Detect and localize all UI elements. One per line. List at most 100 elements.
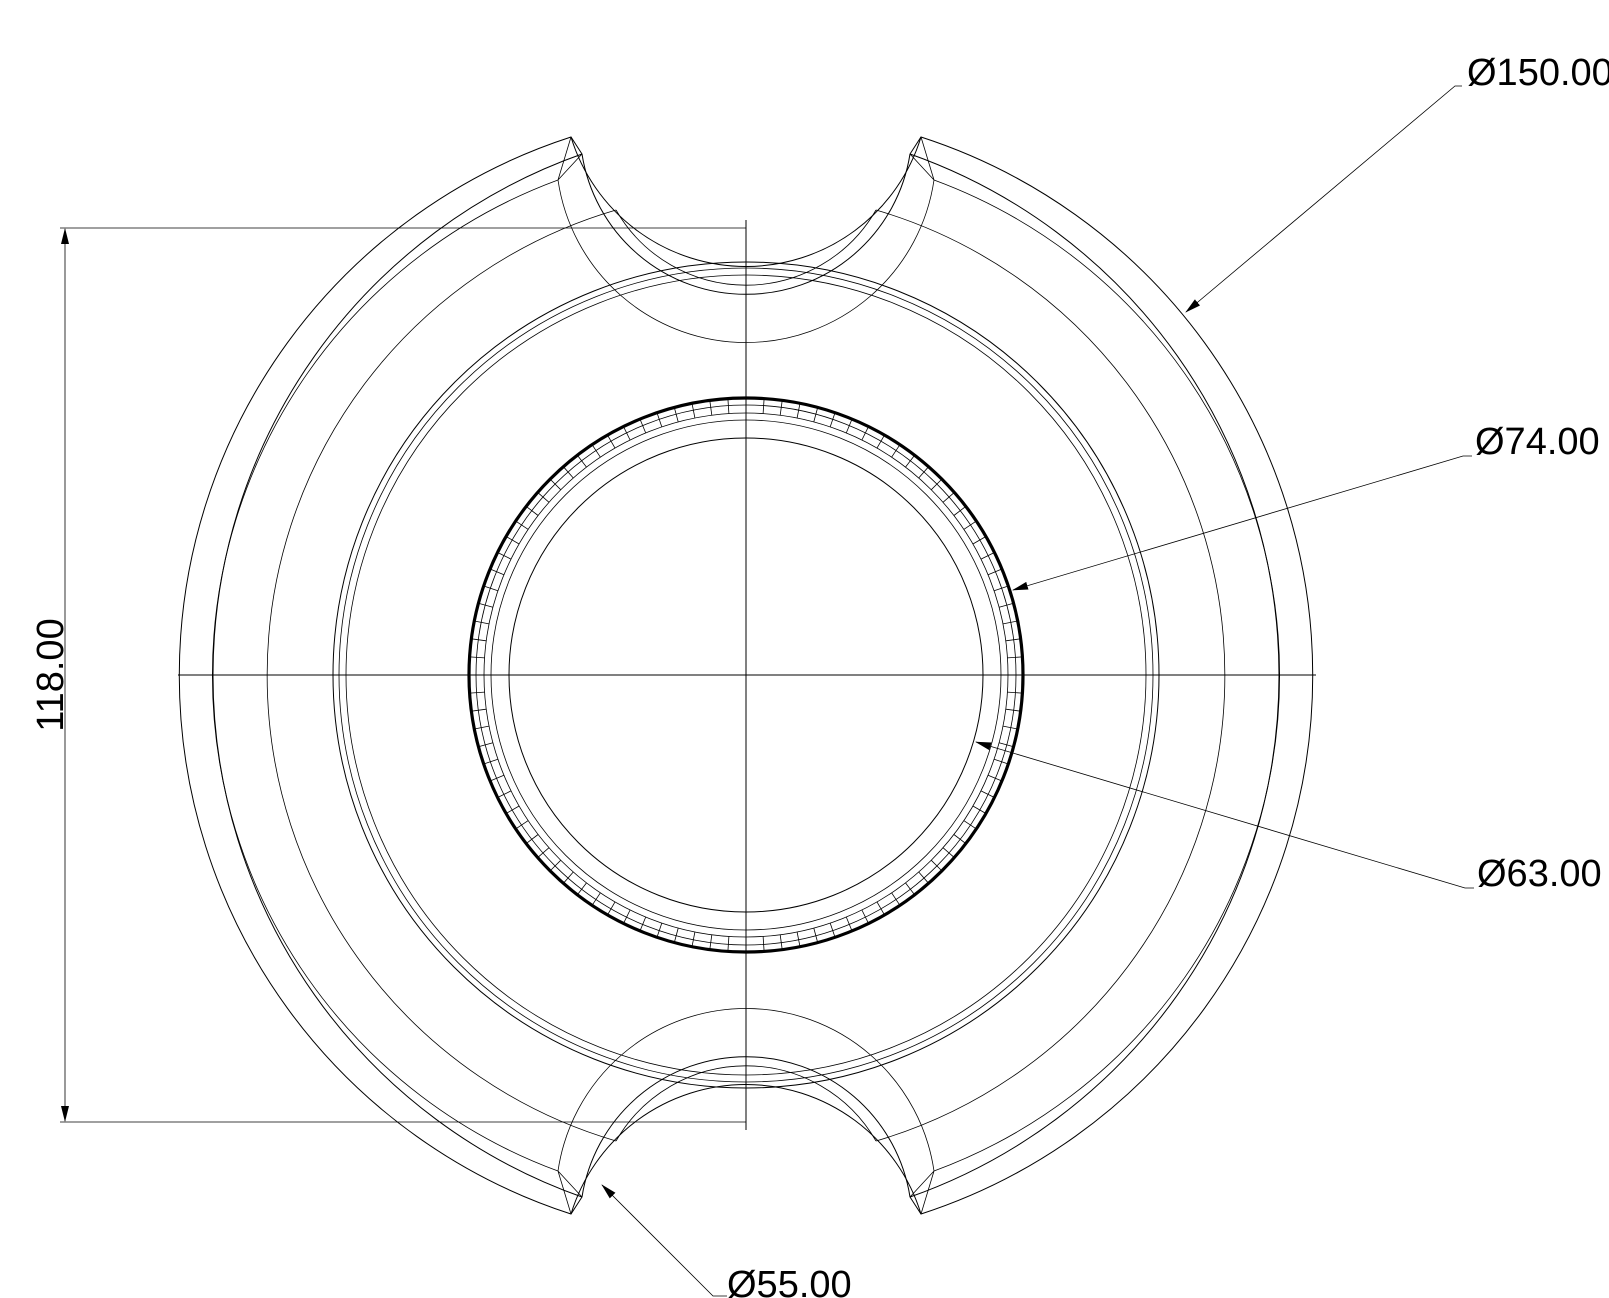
thread-tick [762,936,765,952]
dimension-bore-74: Ø74.00 [1012,421,1600,591]
thread-tick [876,901,885,916]
dimension-outer-diameter: Ø150.00 [1185,52,1609,313]
thread-tick [607,901,616,916]
thread-tick [478,742,494,748]
thread-tick [656,412,663,428]
thread-tick [709,400,713,416]
thread-tick [471,638,487,642]
thread-tick [813,927,819,943]
thread-tick [762,398,765,414]
thread-tick [953,834,967,844]
dimension-bore-63: Ø63.00 [975,741,1602,895]
thread-tick [489,568,505,576]
thread-tick [1002,620,1018,625]
thread-tick [829,412,836,428]
thread-tick [563,871,574,884]
thread-tick [891,892,901,906]
thread-tick [537,847,550,858]
thread-tick [471,708,487,712]
thread-tick [993,585,1009,592]
thread-tick [931,860,943,872]
thread-tick [942,492,955,503]
thread-tick [891,444,901,458]
thread-tick [515,820,529,830]
thread-tick [963,520,977,530]
thread-tick [953,506,967,516]
thread-tick [607,434,616,449]
thread-tick [478,602,494,608]
thread-tick [673,407,679,423]
thread-tick [980,790,995,798]
thread-tick [861,426,869,441]
dimension-notch-diameter: Ø55.00 [601,1184,852,1298]
thread-tick [691,403,696,419]
thread-tick [709,934,713,950]
thread-tick [489,774,505,782]
thread-tick [972,805,987,814]
thread-tick [623,909,631,924]
thread-tick [972,536,987,545]
thread-tick [549,860,561,872]
leader-outer-diameter [1185,85,1462,313]
thread-tick [876,434,885,449]
thread-tick [963,820,977,830]
thread-tick [591,892,601,906]
center-lines [178,220,1316,1130]
thread-tick [829,922,836,938]
dimension-height: 118.00 [30,227,746,1123]
thread-tick [796,403,801,419]
thread-tick [727,936,730,952]
thread-tick [942,847,955,858]
thread-tick [1002,725,1018,730]
thread-tick [779,934,783,950]
thread-tick [905,882,915,896]
thread-tick [813,407,819,423]
thread-tick [918,871,929,884]
thread-tick [505,805,520,814]
notch-top-chamfer [557,136,935,181]
thread-tick [861,909,869,924]
thread-tick [469,691,485,694]
thread-tick [515,520,529,530]
thread-tick [483,585,499,592]
thread-tick [993,758,1009,765]
thread-tick [845,916,853,932]
thread-tick [469,656,485,659]
thread-tick [623,426,631,441]
thread-tick [591,444,601,458]
thread-tick [980,552,995,560]
thread-tick [845,418,853,434]
thread-tick [474,725,490,730]
thread-tick [1005,638,1021,642]
notch-bottom-chamfer [557,1170,935,1215]
thread-tick [987,774,1003,782]
thread-tick [987,568,1003,576]
thread-tick [549,478,561,490]
thread-tick [1007,656,1023,659]
thread-tick [779,400,783,416]
thread-tick [1007,691,1023,694]
thread-tick [577,454,587,468]
thread-tick [998,602,1014,608]
thread-tick [639,916,647,932]
thread-tick [497,552,512,560]
thread-tick [474,620,490,625]
thread-tick [1005,708,1021,712]
thread-tick [563,466,574,479]
thread-tick [525,506,539,516]
leader-bore-63 [975,741,1474,889]
thread-tick [796,931,801,947]
leader-notch-diameter [601,1184,727,1297]
thread-tick [931,478,943,490]
thread-tick [918,466,929,479]
outer-diameter-label: Ø150.00 [1467,52,1609,94]
thread-tick [691,931,696,947]
thread-tick [497,790,512,798]
thread-tick [673,927,679,943]
thread-tick [577,882,587,896]
thread-tick [483,758,499,765]
thread-tick [505,536,520,545]
bore-74-label: Ø74.00 [1475,421,1600,463]
thread-tick [656,922,663,938]
